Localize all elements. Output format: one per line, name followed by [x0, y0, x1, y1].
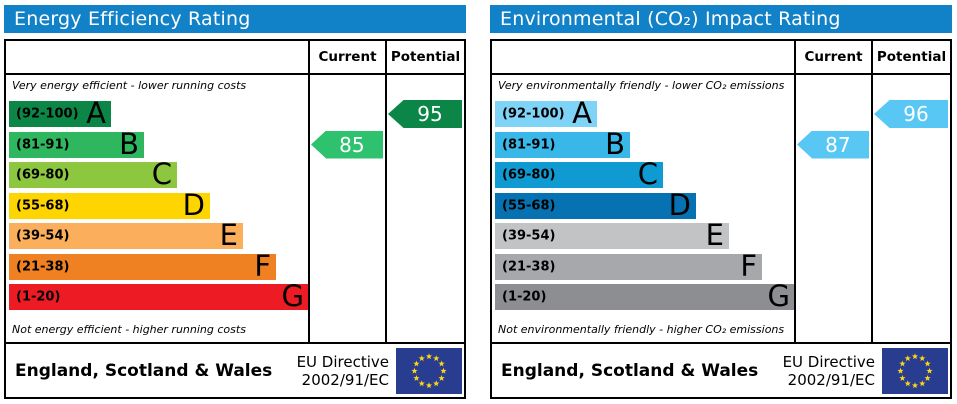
band-range-label: (92-100)	[16, 106, 79, 122]
band-range-label: (1-20)	[502, 289, 547, 305]
eu-directive-line2: 2002/91/EC	[787, 370, 875, 389]
band-letter: F	[254, 248, 271, 283]
band-range-label: (1-20)	[16, 289, 61, 305]
current-rating-arrow: 85	[311, 130, 383, 159]
band-letter: C	[151, 156, 172, 191]
footer-row: England, Scotland & Wales EU Directive 2…	[492, 342, 950, 397]
band-letter: G	[281, 278, 304, 313]
potential-column: 95	[385, 75, 464, 342]
band-row-c: (69-80) C	[495, 156, 663, 191]
band-row-d: (55-68) D	[495, 187, 696, 222]
band-row-c: (69-80) C	[9, 156, 177, 191]
band-letter: D	[668, 187, 691, 222]
band-row-b: (81-91) B	[495, 126, 630, 161]
band-range-label: (55-68)	[502, 198, 556, 213]
current-column: 85	[308, 75, 385, 342]
band-range-label: (81-91)	[502, 137, 556, 152]
band-row-e: (39-54) E	[495, 217, 729, 252]
top-note: Very energy efficient - lower running co…	[12, 79, 247, 92]
band-range-label: (39-54)	[502, 228, 556, 244]
footer-row: England, Scotland & Wales EU Directive 2…	[6, 342, 464, 397]
eu-directive-line2: 2002/91/EC	[301, 370, 389, 389]
band-range-label: (21-38)	[502, 259, 556, 274]
band-row-g: (1-20) G	[495, 278, 795, 313]
band-row-g: (1-20) G	[9, 278, 309, 313]
eu-directive-label: EU Directive 2002/91/EC	[783, 353, 875, 389]
potential-rating-arrow: 95	[388, 100, 462, 128]
band-range-label: (55-68)	[16, 198, 70, 213]
bottom-note: Not energy efficient - higher running co…	[12, 323, 246, 336]
energy-efficiency-chart: Energy Efficiency Rating Current Potenti…	[4, 5, 466, 399]
eu-directive-line1: EU Directive	[782, 352, 875, 371]
bands-area: Very energy efficient - lower running co…	[6, 75, 309, 342]
band-row-d: (55-68) D	[9, 187, 210, 222]
bottom-note: Not environmentally friendly - higher CO…	[498, 323, 785, 336]
column-header-row: Current Potential	[492, 41, 950, 75]
band-letter: D	[182, 187, 205, 222]
bands-area: Very environmentally friendly - lower CO…	[492, 75, 795, 342]
eu-flag-icon	[882, 347, 948, 394]
footer-region: England, Scotland & Wales	[501, 360, 759, 381]
column-header-row: Current Potential	[6, 41, 464, 75]
eu-directive-label: EU Directive 2002/91/EC	[297, 353, 389, 389]
band-letter: F	[740, 248, 757, 283]
eu-flag-icon	[396, 347, 462, 394]
header-spacer	[6, 41, 308, 73]
eu-directive-line1: EU Directive	[296, 352, 389, 371]
band-range-label: (81-91)	[16, 137, 70, 152]
band-letter: B	[119, 126, 139, 161]
chart-title: Environmental (CO₂) Impact Rating	[490, 5, 952, 33]
environmental-impact-chart: Environmental (CO₂) Impact Rating Curren…	[490, 5, 952, 399]
rating-table: Current Potential Very environmentally f…	[490, 39, 952, 399]
footer-region: England, Scotland & Wales	[15, 360, 273, 381]
potential-rating-arrow: 96	[874, 100, 948, 128]
band-range-label: (92-100)	[502, 106, 565, 122]
potential-column: 96	[871, 75, 950, 342]
band-row-a: (92-100) A	[9, 95, 111, 130]
column-header-current: Current	[794, 41, 871, 73]
band-range-label: (21-38)	[16, 259, 70, 274]
band-letter: E	[705, 217, 724, 252]
current-rating-arrow: 87	[797, 130, 869, 159]
band-letter: A	[86, 95, 106, 130]
top-note: Very environmentally friendly - lower CO…	[498, 79, 785, 92]
band-letter: E	[219, 217, 238, 252]
column-header-potential: Potential	[871, 41, 950, 73]
rating-table: Current Potential Very energy efficient …	[4, 39, 466, 399]
column-header-current: Current	[308, 41, 385, 73]
band-row-f: (21-38) F	[9, 248, 276, 283]
band-letter: A	[572, 95, 592, 130]
rating-body: Very energy efficient - lower running co…	[6, 75, 464, 342]
band-range-label: (69-80)	[502, 167, 556, 183]
band-row-b: (81-91) B	[9, 126, 144, 161]
column-header-potential: Potential	[385, 41, 464, 73]
rating-body: Very environmentally friendly - lower CO…	[492, 75, 950, 342]
band-row-e: (39-54) E	[9, 217, 243, 252]
band-range-label: (69-80)	[16, 167, 70, 183]
header-spacer	[492, 41, 794, 73]
band-row-a: (92-100) A	[495, 95, 597, 130]
band-letter: G	[767, 278, 790, 313]
band-range-label: (39-54)	[16, 228, 70, 244]
chart-title: Energy Efficiency Rating	[4, 5, 466, 33]
band-letter: C	[637, 156, 658, 191]
band-row-f: (21-38) F	[495, 248, 762, 283]
current-column: 87	[794, 75, 871, 342]
band-letter: B	[605, 126, 625, 161]
